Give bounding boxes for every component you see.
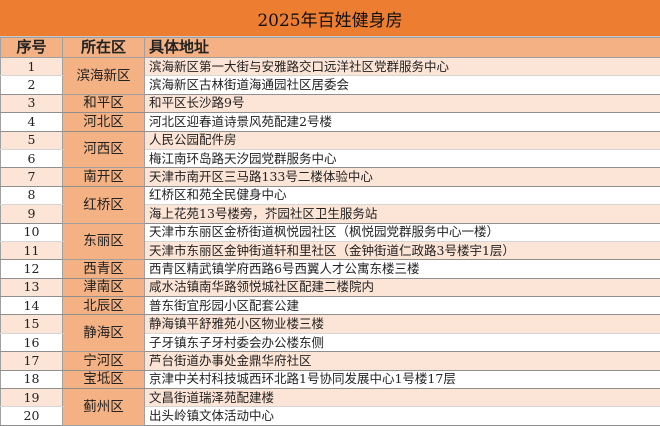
row-index: 12 bbox=[1, 260, 63, 278]
district-cell: 河西区 bbox=[63, 131, 145, 168]
address-cell: 芦台街道办事处金鼎华府社区 bbox=[145, 352, 660, 370]
address-cell: 红桥区和苑全民健身中心 bbox=[145, 186, 660, 204]
district-cell: 南开区 bbox=[63, 168, 145, 186]
address-cell: 子牙镇东子牙村委会办公楼东侧 bbox=[145, 333, 660, 351]
row-index: 16 bbox=[1, 333, 63, 351]
district-cell: 东丽区 bbox=[63, 223, 145, 260]
address-cell: 西青区精武镇学府西路6号西翼人才公寓东楼三楼 bbox=[145, 260, 660, 278]
address-cell: 河北区迎春道诗景风苑配建2号楼 bbox=[145, 113, 660, 131]
row-index: 2 bbox=[1, 76, 63, 94]
header-district: 所在区 bbox=[63, 38, 145, 58]
row-index: 19 bbox=[1, 389, 63, 407]
address-cell: 天津市东丽区金钟街道轩和里社区（金钟街道仁政路3号楼宇1层） bbox=[145, 241, 660, 259]
row-index: 3 bbox=[1, 94, 63, 112]
address-cell: 海上花苑13号楼旁，芥园社区卫生服务站 bbox=[145, 205, 660, 223]
district-cell: 宝坻区 bbox=[63, 370, 145, 388]
row-index: 1 bbox=[1, 58, 63, 76]
district-cell: 津南区 bbox=[63, 278, 145, 296]
address-cell: 静海镇平舒雅苑小区物业楼三楼 bbox=[145, 315, 660, 333]
address-cell: 天津市东丽区金桥街道枫悦园社区（枫悦园党群服务中心一楼） bbox=[145, 223, 660, 241]
address-cell: 梅江南环岛路天汐园党群服务中心 bbox=[145, 149, 660, 167]
address-cell: 滨海新区第一大街与安雅路交口远洋社区党群服务中心 bbox=[145, 58, 660, 76]
row-index: 7 bbox=[1, 168, 63, 186]
row-index: 4 bbox=[1, 113, 63, 131]
row-index: 13 bbox=[1, 278, 63, 296]
address-cell: 咸水沽镇南华路领悦城社区配建二楼院内 bbox=[145, 278, 660, 296]
row-index: 5 bbox=[1, 131, 63, 149]
header-address: 具体地址 bbox=[145, 38, 660, 58]
row-index: 18 bbox=[1, 370, 63, 388]
address-cell: 文昌街道瑞泽苑配建楼 bbox=[145, 389, 660, 407]
table-title: 2025年百姓健身房 bbox=[0, 0, 660, 37]
district-cell: 蓟州区 bbox=[63, 389, 145, 426]
district-cell: 静海区 bbox=[63, 315, 145, 352]
address-cell: 京津中关村科技城西环北路1号协同发展中心1号楼17层 bbox=[145, 370, 660, 388]
district-cell: 滨海新区 bbox=[63, 58, 145, 95]
row-index: 9 bbox=[1, 205, 63, 223]
address-cell: 滨海新区古林街道海通园社区居委会 bbox=[145, 76, 660, 94]
district-cell: 宁河区 bbox=[63, 352, 145, 370]
address-cell: 和平区长沙路9号 bbox=[145, 94, 660, 112]
address-cell: 人民公园配件房 bbox=[145, 131, 660, 149]
row-index: 15 bbox=[1, 315, 63, 333]
address-cell: 普东街宜彤园小区配套公建 bbox=[145, 297, 660, 315]
district-cell: 和平区 bbox=[63, 94, 145, 112]
district-cell: 北辰区 bbox=[63, 297, 145, 315]
row-index: 10 bbox=[1, 223, 63, 241]
address-cell: 出头岭镇文体活动中心 bbox=[145, 407, 660, 425]
row-index: 17 bbox=[1, 352, 63, 370]
row-index: 6 bbox=[1, 149, 63, 167]
district-cell: 河北区 bbox=[63, 113, 145, 131]
row-index: 11 bbox=[1, 241, 63, 259]
header-row: 序号 所在区 具体地址 bbox=[1, 38, 660, 58]
district-cell: 西青区 bbox=[63, 260, 145, 278]
district-cell: 红桥区 bbox=[63, 186, 145, 223]
header-index: 序号 bbox=[1, 38, 63, 58]
address-cell: 天津市南开区三马路133号二楼体验中心 bbox=[145, 168, 660, 186]
row-index: 8 bbox=[1, 186, 63, 204]
row-index: 20 bbox=[1, 407, 63, 425]
row-index: 14 bbox=[1, 297, 63, 315]
